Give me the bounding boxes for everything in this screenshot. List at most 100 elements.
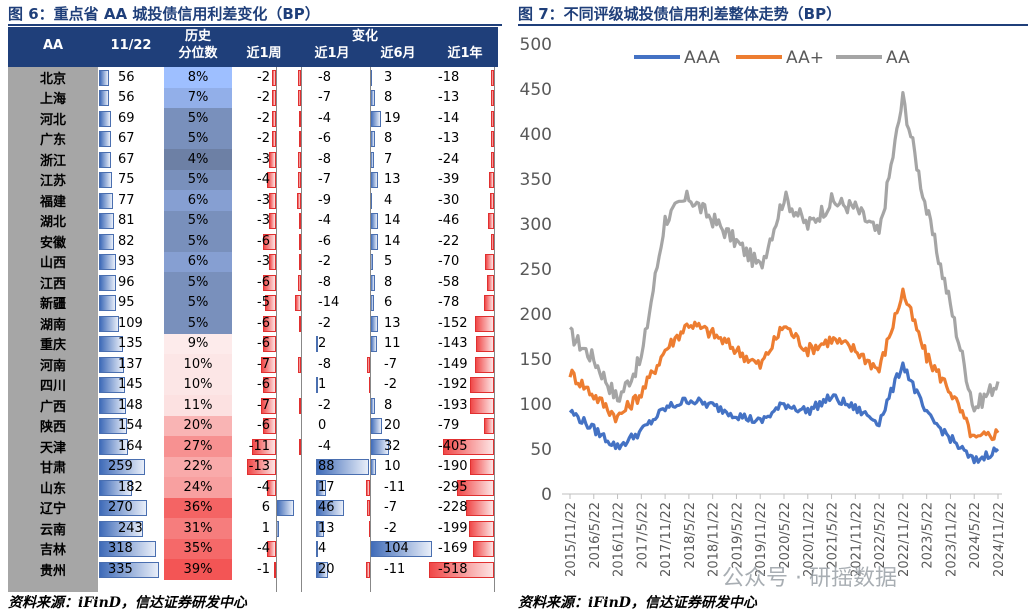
sixmonth-bar [370, 110, 382, 127]
year-bar [443, 438, 494, 455]
row-sixmonth: 6 [384, 295, 393, 311]
x-tick-label: 2021/11/22 [849, 502, 864, 577]
row-province: 江西 [39, 276, 66, 292]
row-week: -6 [257, 377, 270, 393]
row-month: -2 [318, 254, 331, 270]
row-province: 天津 [39, 440, 66, 456]
year-bar [489, 172, 494, 188]
row-sixmonth: 14 [384, 233, 401, 249]
row-value: 154 [118, 418, 143, 434]
row-value: 145 [118, 377, 143, 393]
year-bar [491, 131, 494, 147]
spread-trend-chart: 0 50 100 150 200 250 300 350 400 450 500 2015/11/22… [520, 35, 1007, 577]
week-bar [262, 233, 276, 250]
row-sixmonth: 5 [384, 254, 393, 270]
week-bar [262, 336, 276, 352]
row-month: -6 [318, 233, 331, 249]
month-bar [299, 213, 301, 229]
week-bar [262, 377, 276, 393]
row-percentile: 35% [164, 538, 232, 559]
y-tick-label: 450 [520, 80, 552, 100]
row-week: -2 [257, 110, 270, 126]
row-sixmonth: 8 [384, 397, 393, 413]
month-bar [316, 520, 324, 537]
y-tick-label: 200 [520, 305, 552, 325]
value-bar [99, 315, 119, 332]
header-6month: 近6月 [380, 46, 416, 61]
left-figure-title: 图 6：重点省 AA 城投债信用利差变化（BP） [8, 5, 320, 23]
year-bar [469, 397, 494, 414]
value-bar [99, 520, 143, 537]
week-bar [271, 90, 276, 106]
row-year: -14 [438, 110, 460, 126]
x-tick-label: 2022/5/22 [873, 502, 888, 569]
row-province: 四川 [39, 379, 66, 395]
week-bar [247, 459, 276, 475]
year-bar [484, 295, 494, 311]
header-hist-1: 历史 [184, 29, 211, 44]
right-title-rule [518, 24, 1028, 26]
row-year: -192 [438, 377, 468, 393]
month-bar [316, 459, 369, 475]
row-province: 福建 [39, 194, 66, 210]
row-year: -13 [438, 131, 460, 147]
month-bar [316, 479, 327, 496]
row-value: 67 [118, 151, 135, 167]
row-year: -22 [438, 233, 460, 249]
row-percentile: 20% [164, 415, 232, 436]
y-tick-label: 100 [520, 395, 552, 415]
year-bar [490, 192, 494, 209]
row-sixmonth: -7 [384, 356, 397, 372]
row-percentile: 10% [164, 354, 232, 375]
year-bar [429, 561, 494, 578]
month-bar [299, 110, 301, 127]
row-value: 335 [108, 561, 133, 577]
row-value: 82 [118, 233, 135, 249]
row-year: -518 [438, 561, 468, 577]
value-bar [99, 418, 127, 434]
row-month: -2 [318, 315, 331, 331]
legend-label: AA [886, 48, 910, 68]
value-bar [99, 192, 113, 209]
row-value: 81 [118, 213, 135, 229]
row-year: -143 [438, 336, 468, 352]
year-bar [472, 541, 494, 557]
year-bar [470, 459, 494, 475]
value-bar [99, 377, 125, 393]
y-tick-label: 250 [520, 260, 552, 280]
row-year: -70 [438, 254, 460, 270]
week-bar [267, 479, 276, 496]
row-year: -30 [438, 192, 460, 208]
sixmonth-bar [367, 500, 370, 516]
row-sixmonth: 13 [384, 172, 401, 188]
row-month: -8 [318, 151, 331, 167]
value-bar [99, 90, 110, 106]
row-percentile: 36% [164, 497, 232, 518]
watermark: 公众号 · 研摇数据 [722, 566, 897, 591]
row-sixmonth: 20 [384, 418, 401, 434]
month-bar [316, 541, 319, 557]
month-bar [298, 90, 301, 106]
row-value: 93 [118, 254, 135, 270]
month-bar [299, 438, 301, 455]
row-year: -193 [438, 397, 468, 413]
row-value: 56 [118, 69, 135, 85]
row-week: -2 [257, 69, 270, 85]
row-value: 77 [118, 192, 135, 208]
row-percentile: 5% [164, 292, 232, 313]
y-tick-label: 150 [520, 350, 552, 370]
row-percentile: 6% [164, 251, 232, 272]
row-month: 20 [318, 561, 335, 577]
row-sixmonth: 19 [384, 110, 401, 126]
row-month: 4 [318, 541, 327, 557]
month-bar [298, 131, 301, 147]
row-value: 75 [118, 172, 135, 188]
row-sixmonth: 8 [384, 90, 393, 106]
row-week: -6 [257, 315, 270, 331]
row-year: -58 [438, 274, 460, 290]
week-bar [260, 397, 276, 414]
week-axis [276, 67, 277, 592]
row-month: -6 [318, 131, 331, 147]
sixmonth-bar [367, 356, 370, 373]
row-year: -228 [438, 500, 468, 516]
